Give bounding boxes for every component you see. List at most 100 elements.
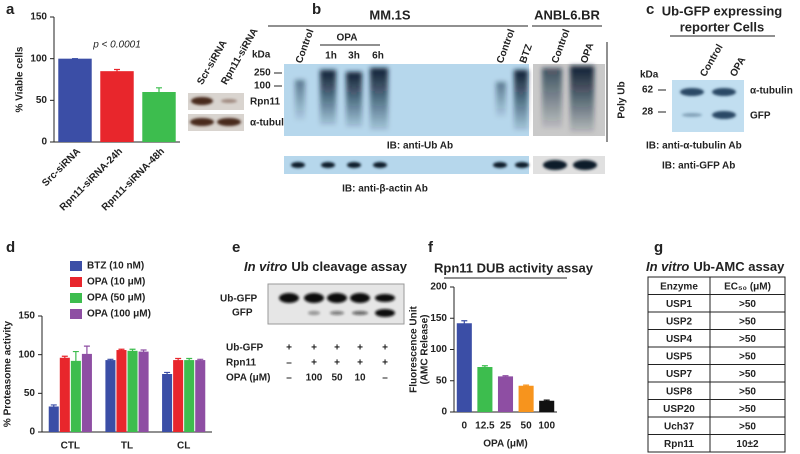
bar	[497, 376, 514, 412]
blot	[284, 156, 529, 174]
legend-swatch	[70, 293, 82, 303]
cell: USP1	[666, 299, 693, 310]
error-bar	[481, 365, 488, 369]
bar	[456, 323, 472, 412]
legend-label: OPA (100 μM)	[87, 309, 151, 320]
lane-label: Control	[698, 42, 725, 78]
cell: +	[382, 358, 388, 369]
cell: >50	[739, 316, 756, 327]
x-tick-label: CL	[177, 441, 190, 452]
cell: >50	[739, 369, 756, 380]
panel-title: In vitro Ub cleavage assay	[244, 259, 408, 274]
y-tick-label: 50	[24, 388, 36, 399]
cell: USP2	[666, 316, 693, 327]
error-bar	[140, 349, 147, 354]
cell: –	[286, 358, 292, 369]
lane-label: Control	[294, 28, 317, 65]
y-tick-label: 100	[30, 53, 47, 64]
cell: 10±2	[736, 439, 759, 450]
panel-title: In vitro Ub-AMC assay	[646, 259, 785, 274]
cell: >50	[739, 299, 756, 310]
cell: EC₅₀ (μM)	[724, 281, 771, 292]
y-tick-label: 0	[41, 137, 47, 148]
y-tick-label: 0	[441, 407, 447, 418]
bar	[127, 350, 138, 432]
band	[191, 97, 213, 105]
error-bar	[164, 371, 171, 376]
error-bar	[543, 399, 550, 402]
bar	[195, 360, 206, 432]
panel-label: g	[654, 239, 663, 256]
cell: +	[286, 343, 292, 354]
lane-label: 1h	[325, 51, 337, 62]
blot	[672, 80, 744, 132]
ib-label: IB: anti-Ub Ab	[387, 141, 453, 152]
marker-label: 28	[642, 107, 654, 118]
panel-label: b	[312, 1, 321, 18]
cell: USP20	[663, 404, 695, 415]
bar	[48, 406, 59, 432]
cell: >50	[739, 404, 756, 415]
panel-title: reporter Cells	[680, 19, 765, 34]
y-tick-label: 100	[18, 349, 35, 360]
lane-label: OPA	[728, 55, 748, 79]
x-tick-label: Src-siRNA	[40, 146, 83, 189]
cell: –	[286, 373, 292, 384]
bar	[116, 350, 127, 432]
bar	[539, 400, 555, 412]
annotation: p < 0.0001	[92, 40, 141, 51]
cell: Rpn11	[664, 439, 694, 450]
x-tick-label: 25	[500, 421, 512, 432]
band-label: GFP	[232, 308, 253, 319]
marker-label: 250	[254, 68, 271, 79]
cell: +	[311, 358, 317, 369]
cell: +	[334, 358, 340, 369]
cell: USP8	[666, 386, 693, 397]
y-tick-label: 150	[18, 311, 35, 322]
legend-swatch	[70, 309, 82, 319]
ib-label: IB: anti-β-actin Ab	[342, 184, 428, 195]
error-bar	[156, 87, 162, 97]
bands	[279, 293, 395, 317]
cell: 10	[354, 373, 366, 384]
legend-swatch	[70, 261, 82, 271]
cell: 100	[306, 373, 323, 384]
blot	[267, 283, 405, 325]
marker-label: 62	[642, 85, 654, 96]
x-tick-label: 12.5	[475, 421, 495, 432]
y-tick-label: 150	[30, 12, 47, 23]
cell: –	[382, 373, 388, 384]
lane-label: OPA	[337, 33, 358, 44]
legend-label: BTZ (10 nM)	[87, 261, 144, 272]
band	[190, 118, 214, 126]
bar	[162, 374, 173, 432]
cell: >50	[739, 386, 756, 397]
bar	[100, 71, 134, 142]
ib-label: IB: anti-α-tubulin Ab	[646, 141, 742, 152]
group-label: ANBL6.BR	[534, 7, 600, 22]
smears	[295, 66, 594, 132]
y-tick-label: 150	[430, 313, 447, 324]
y-tick-label: 100	[430, 344, 447, 355]
x-tick-label: 0	[462, 421, 468, 432]
cell: >50	[739, 421, 756, 432]
error-bar	[129, 348, 136, 353]
y-axis-label: % Proteasome activity	[3, 320, 14, 427]
y-tick-label: 0	[29, 427, 35, 438]
bar	[138, 351, 149, 432]
bar	[70, 360, 81, 432]
bar	[59, 357, 70, 432]
lane-label: Control	[495, 28, 518, 65]
bar	[142, 92, 176, 142]
x-tick-label: TL	[121, 441, 133, 452]
table-row	[647, 434, 786, 453]
lane-label: 3h	[348, 51, 360, 62]
bands	[680, 88, 736, 119]
x-tick-label: 100	[538, 421, 555, 432]
row-label: Rpn11	[226, 358, 256, 369]
error-bar	[197, 358, 204, 361]
y-axis-label: (AMC Release)	[420, 314, 431, 384]
